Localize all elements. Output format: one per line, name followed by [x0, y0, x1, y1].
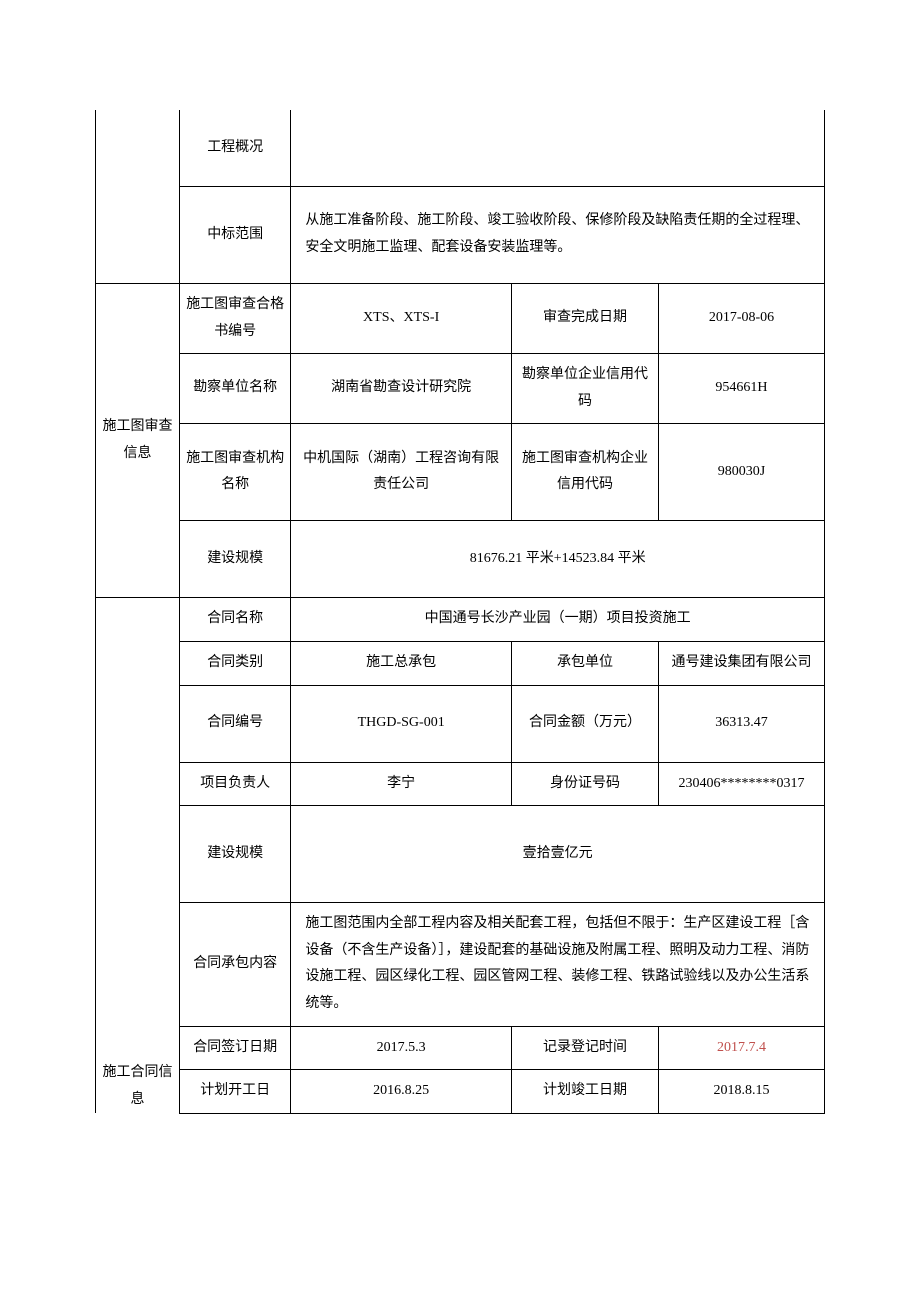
label-contract-number: 合同编号: [180, 685, 291, 762]
label-review-org-code: 施工图审查机构企业信用代码: [511, 424, 658, 521]
section-header-contract: 施工合同信息: [96, 598, 180, 1113]
table-row: 建设规模 81676.21 平米+14523.84 平米: [96, 521, 825, 598]
value-build-scale-2: 壹拾壹亿元: [291, 806, 825, 903]
value-review-org-code: 980030J: [658, 424, 824, 521]
label-sign-date: 合同签订日期: [180, 1026, 291, 1070]
label-id-number: 身份证号码: [511, 762, 658, 806]
table-row: 合同承包内容 施工图范围内全部工程内容及相关配套工程，包括但不限于：生产区建设工…: [96, 903, 825, 1026]
label-cert-number: 施工图审查合格书编号: [180, 284, 291, 354]
label-project-overview: 工程概况: [180, 110, 291, 187]
value-survey-credit-code: 954661H: [658, 354, 824, 424]
value-project-lead: 李宁: [291, 762, 512, 806]
table-row: 中标范围 从施工准备阶段、施工阶段、竣工验收阶段、保修阶段及缺陷责任期的全过程理…: [96, 187, 825, 284]
table-row: 合同签订日期 2017.5.3 记录登记时间 2017.7.4: [96, 1026, 825, 1070]
label-contract-amount: 合同金额（万元）: [511, 685, 658, 762]
table-row: 建设规模 壹拾壹亿元: [96, 806, 825, 903]
label-project-lead: 项目负责人: [180, 762, 291, 806]
value-id-number: 230406********0317: [658, 762, 824, 806]
value-bid-scope: 从施工准备阶段、施工阶段、竣工验收阶段、保修阶段及缺陷责任期的全过程理、安全文明…: [291, 187, 825, 284]
value-build-scale-1: 81676.21 平米+14523.84 平米: [291, 521, 825, 598]
value-project-overview: [291, 110, 825, 187]
label-plan-start: 计划开工日: [180, 1070, 291, 1114]
label-contract-name: 合同名称: [180, 598, 291, 642]
value-review-org: 中机国际（湖南）工程咨询有限责任公司: [291, 424, 512, 521]
value-contract-type: 施工总承包: [291, 641, 512, 685]
table-row: 合同类别 施工总承包 承包单位 通号建设集团有限公司: [96, 641, 825, 685]
value-record-date: 2017.7.4: [658, 1026, 824, 1070]
table-row: 合同编号 THGD-SG-001 合同金额（万元） 36313.47: [96, 685, 825, 762]
label-build-scale-1: 建设规模: [180, 521, 291, 598]
label-survey-credit-code: 勘察单位企业信用代码: [511, 354, 658, 424]
value-contract-number: THGD-SG-001: [291, 685, 512, 762]
label-record-date: 记录登记时间: [511, 1026, 658, 1070]
label-review-date: 审查完成日期: [511, 284, 658, 354]
label-build-scale-2: 建设规模: [180, 806, 291, 903]
table-row: 施工图审查机构名称 中机国际（湖南）工程咨询有限责任公司 施工图审查机构企业信用…: [96, 424, 825, 521]
value-survey-unit: 湖南省勘查设计研究院: [291, 354, 512, 424]
label-bid-scope: 中标范围: [180, 187, 291, 284]
value-plan-start: 2016.8.25: [291, 1070, 512, 1114]
table-row: 项目负责人 李宁 身份证号码 230406********0317: [96, 762, 825, 806]
section-cell-continued: [96, 110, 180, 284]
value-contract-name: 中国通号长沙产业园（一期）项目投资施工: [291, 598, 825, 642]
label-review-org: 施工图审查机构名称: [180, 424, 291, 521]
table-row: 计划开工日 2016.8.25 计划竣工日期 2018.8.15: [96, 1070, 825, 1114]
info-table: 工程概况 中标范围 从施工准备阶段、施工阶段、竣工验收阶段、保修阶段及缺陷责任期…: [95, 110, 825, 1114]
value-contractor-unit: 通号建设集团有限公司: [658, 641, 824, 685]
value-review-date: 2017-08-06: [658, 284, 824, 354]
label-contract-type: 合同类别: [180, 641, 291, 685]
value-contract-amount: 36313.47: [658, 685, 824, 762]
document-page: 工程概况 中标范围 从施工准备阶段、施工阶段、竣工验收阶段、保修阶段及缺陷责任期…: [0, 0, 920, 1174]
value-sign-date: 2017.5.3: [291, 1026, 512, 1070]
table-row: 施工图审查信息 施工图审查合格书编号 XTS、XTS-I 审查完成日期 2017…: [96, 284, 825, 354]
value-contract-scope: 施工图范围内全部工程内容及相关配套工程，包括但不限于：生产区建设工程［含设备（不…: [291, 903, 825, 1026]
value-cert-number: XTS、XTS-I: [291, 284, 512, 354]
label-plan-end: 计划竣工日期: [511, 1070, 658, 1114]
label-contract-scope: 合同承包内容: [180, 903, 291, 1026]
table-row: 施工合同信息 合同名称 中国通号长沙产业园（一期）项目投资施工: [96, 598, 825, 642]
value-plan-end: 2018.8.15: [658, 1070, 824, 1114]
section-header-review: 施工图审查信息: [96, 284, 180, 598]
label-survey-unit: 勘察单位名称: [180, 354, 291, 424]
table-row: 勘察单位名称 湖南省勘查设计研究院 勘察单位企业信用代码 954661H: [96, 354, 825, 424]
table-row: 工程概况: [96, 110, 825, 187]
label-contractor-unit: 承包单位: [511, 641, 658, 685]
